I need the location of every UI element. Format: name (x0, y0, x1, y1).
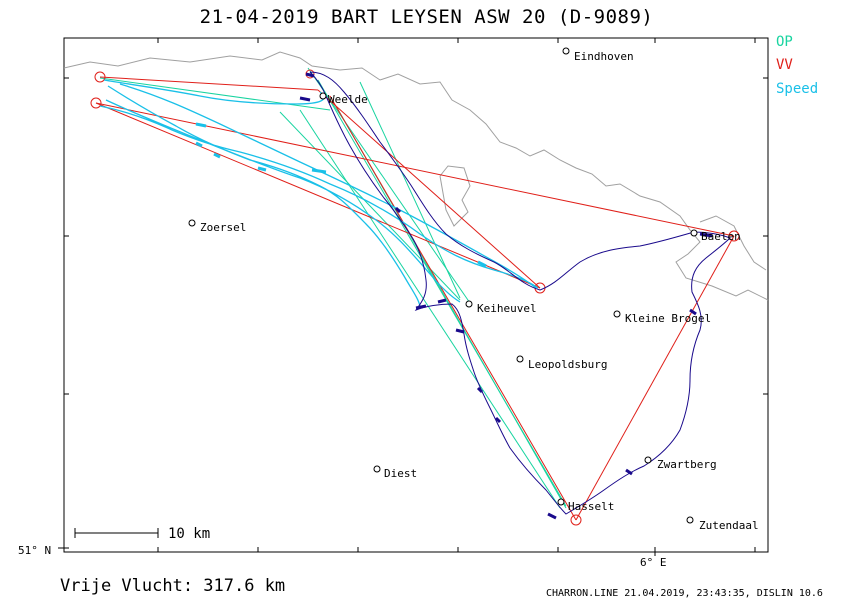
speed-track (99, 79, 539, 307)
place-markers (188, 47, 698, 524)
marker-zoersel (188, 219, 196, 227)
map-title: 21-04-2019 BART LEYSEN ASW 20 (D-9089) (199, 6, 654, 28)
turnpoint-circles (90, 69, 740, 526)
place-label-zwartberg: Zwartberg (657, 458, 717, 471)
place-label-eindhoven: Eindhoven (574, 50, 634, 63)
country-border-2 (439, 165, 471, 227)
longitude-label: 6° E (640, 556, 667, 569)
marker-baelen (690, 229, 698, 237)
scale-bar (74, 528, 159, 538)
country-border (63, 51, 769, 301)
place-label-keiheuvel: Keiheuvel (477, 302, 537, 315)
distance-label: Vrije Vlucht: 317.6 km (60, 576, 286, 596)
flight-thermals (299, 72, 713, 520)
marker-zutendaal (686, 516, 694, 524)
vv-lines (95, 76, 735, 521)
place-label-kleine-brogel: Kleine Brogel (625, 312, 712, 325)
place-label-weelde: Weelde (328, 93, 368, 106)
marker-hasselt (557, 498, 565, 506)
place-label-baelen: Baelen (701, 230, 741, 243)
place-label-zoersel: Zoersel (200, 221, 247, 234)
place-label-leopoldsburg: Leopoldsburg (528, 358, 608, 371)
marker-kleine-brogel (613, 310, 621, 318)
legend-vv: VV (776, 57, 793, 73)
place-label-hasselt: Hasselt (568, 500, 615, 513)
place-label-zutendaal: Zutendaal (699, 519, 759, 532)
country-border-3 (699, 215, 767, 271)
footer-credit: CHARRON.LINE 21.04.2019, 23:43:35, DISLI… (546, 588, 823, 599)
legend-op: OP (776, 34, 793, 50)
marker-eindhoven (562, 47, 570, 55)
axis-ticks (58, 38, 768, 556)
legend-speed: Speed (776, 81, 819, 97)
scale-label: 10 km (168, 526, 211, 542)
map-frame (63, 37, 769, 553)
latitude-label: 51° N (18, 544, 52, 557)
flight-track (309, 71, 731, 515)
marker-leopoldsburg (516, 355, 524, 363)
marker-diest (373, 465, 381, 473)
marker-keiheuvel (465, 300, 473, 308)
speed-thermals (195, 122, 487, 268)
marker-zwartberg (644, 456, 652, 464)
place-label-diest: Diest (384, 467, 418, 480)
marker-weelde (319, 92, 327, 100)
